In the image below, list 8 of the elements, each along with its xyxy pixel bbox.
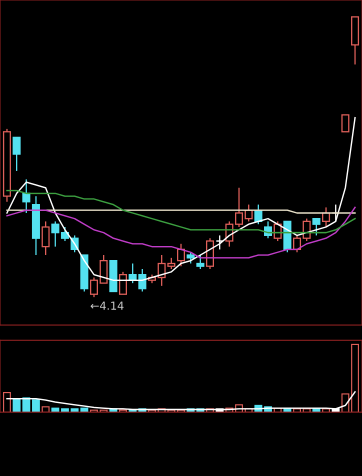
candlestick [22, 178, 30, 214]
bar [42, 406, 50, 412]
bar [32, 399, 40, 412]
candlestick [42, 220, 50, 256]
text: ←4.14 [90, 302, 124, 310]
bar [3, 392, 11, 412]
bar [12, 398, 21, 412]
bar [80, 408, 88, 412]
